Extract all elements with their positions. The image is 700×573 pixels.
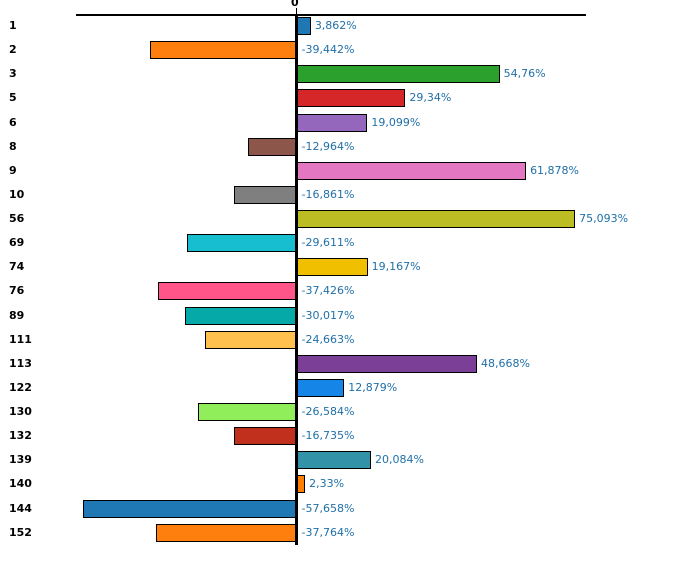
bar-row: 89 -30,017% xyxy=(0,304,700,328)
bar xyxy=(156,523,297,542)
bar xyxy=(296,475,306,494)
bar-row: 69 -29,611% xyxy=(0,231,700,255)
bar xyxy=(197,403,297,422)
bar xyxy=(186,234,297,253)
zero-axis-line xyxy=(295,14,298,545)
bar xyxy=(296,451,371,470)
category-label: 9 xyxy=(9,163,17,177)
bar xyxy=(296,378,345,397)
bar xyxy=(185,306,297,325)
value-label: 19,167% xyxy=(371,260,421,274)
category-label: 89 xyxy=(9,308,25,322)
bar-row: 132 -16,735% xyxy=(0,424,700,448)
bar xyxy=(248,137,297,156)
bar-row: 1 3,862% xyxy=(0,14,700,38)
value-label: -57,658% xyxy=(301,501,355,515)
value-label: 29,34% xyxy=(409,91,452,105)
bar-row: 5 29,34% xyxy=(0,86,700,110)
value-label: 19,099% xyxy=(371,115,421,129)
value-label: 3,862% xyxy=(314,19,357,32)
value-label: -16,735% xyxy=(301,429,355,443)
category-label: 69 xyxy=(9,236,25,250)
bar xyxy=(157,282,297,301)
category-label: 74 xyxy=(9,260,25,274)
bar xyxy=(205,330,297,349)
bar-row: 130 -26,584% xyxy=(0,400,700,424)
zero-tick-mark xyxy=(296,8,297,15)
bar-row: 111 -24,663% xyxy=(0,328,700,352)
category-label: 140 xyxy=(9,477,32,491)
category-label: 152 xyxy=(9,525,32,539)
category-label: 3 xyxy=(9,67,17,81)
value-label: -39,442% xyxy=(301,43,355,57)
bar-row: 152 -37,764% xyxy=(0,521,700,545)
bar-row: 74 19,167% xyxy=(0,255,700,279)
bar xyxy=(233,185,297,204)
bar xyxy=(296,113,368,132)
bar xyxy=(82,499,297,518)
bar xyxy=(150,41,297,60)
value-label: -24,663% xyxy=(301,332,355,346)
category-label: 5 xyxy=(9,91,17,105)
bar-row: 2 -39,442% xyxy=(0,38,700,62)
value-label: 54,76% xyxy=(503,67,546,81)
category-label: 144 xyxy=(9,501,32,515)
value-label: 12,879% xyxy=(348,380,398,394)
bar xyxy=(296,161,527,180)
category-label: 2 xyxy=(9,43,17,57)
value-label: -37,426% xyxy=(301,284,355,298)
category-label: 122 xyxy=(9,380,32,394)
category-label: 76 xyxy=(9,284,25,298)
category-label: 6 xyxy=(9,115,17,129)
bar-row: 6 19,099% xyxy=(0,111,700,135)
category-label: 56 xyxy=(9,212,25,226)
value-label: -30,017% xyxy=(301,308,355,322)
category-label: 111 xyxy=(9,332,32,346)
category-label: 1 xyxy=(9,19,17,32)
category-label: 132 xyxy=(9,429,32,443)
bar-row: 9 61,878% xyxy=(0,159,700,183)
top-axis-rule xyxy=(76,14,586,16)
category-label: 10 xyxy=(9,187,25,201)
bar-row: 10 -16,861% xyxy=(0,183,700,207)
bar-row: 140 2,33% xyxy=(0,472,700,496)
bar-row: 122 12,879% xyxy=(0,376,700,400)
bar xyxy=(296,65,500,84)
value-label: 61,878% xyxy=(530,163,580,177)
bar xyxy=(234,427,297,446)
bar-row: 144 -57,658% xyxy=(0,497,700,521)
value-label: -37,764% xyxy=(301,525,355,539)
category-label: 139 xyxy=(9,453,32,467)
bar xyxy=(296,210,576,229)
category-label: 130 xyxy=(9,405,32,419)
value-label: -12,964% xyxy=(301,139,355,153)
value-label: 75,093% xyxy=(579,212,629,226)
value-label: 48,668% xyxy=(481,356,530,370)
bar xyxy=(296,258,368,277)
bar-row: 56 75,093% xyxy=(0,207,700,231)
value-label: 2,33% xyxy=(309,477,345,491)
bar-row: 113 48,668% xyxy=(0,352,700,376)
value-label: -26,584% xyxy=(301,405,355,419)
bar xyxy=(296,354,478,373)
value-label: 20,084% xyxy=(375,453,424,467)
bar-row: 8 -12,964% xyxy=(0,135,700,159)
zero-axis-label: 0 xyxy=(291,0,299,9)
category-label: 8 xyxy=(9,139,17,153)
bar xyxy=(296,89,406,108)
category-label: 113 xyxy=(9,356,32,370)
value-label: -16,861% xyxy=(301,187,355,201)
bar-row: 3 54,76% xyxy=(0,62,700,86)
bar-row: 139 20,084% xyxy=(0,448,700,472)
bar-row: 76 -37,426% xyxy=(0,279,700,303)
value-label: -29,611% xyxy=(301,236,355,250)
bar xyxy=(296,17,311,35)
